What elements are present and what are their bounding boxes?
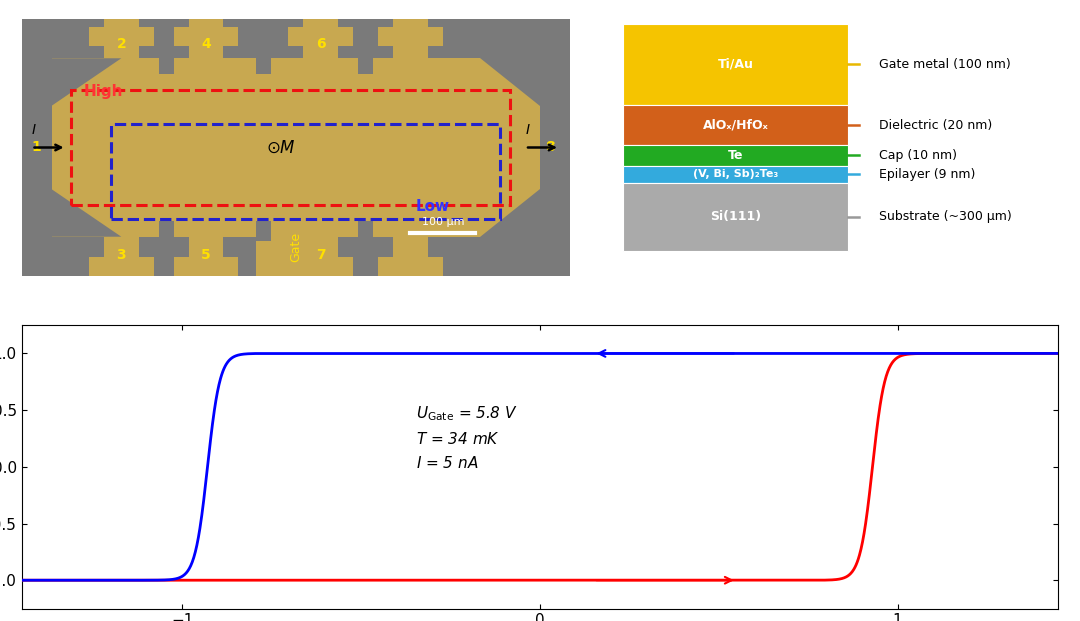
Bar — [89, 27, 153, 47]
Text: Gate metal (100 nm): Gate metal (100 nm) — [879, 58, 1011, 71]
Text: 6: 6 — [315, 37, 325, 52]
Bar — [256, 54, 271, 74]
Text: AlOₓ/HfOₓ: AlOₓ/HfOₓ — [702, 119, 768, 132]
Bar — [378, 27, 443, 47]
Text: Cap (10 nm): Cap (10 nm) — [879, 149, 957, 162]
Bar — [623, 166, 848, 183]
Bar — [174, 256, 239, 276]
Text: $I$: $I$ — [525, 122, 530, 137]
Bar — [159, 221, 174, 241]
Text: 100 μm: 100 μm — [421, 217, 464, 227]
Text: Epilayer (9 nm): Epilayer (9 nm) — [879, 168, 975, 181]
Bar — [378, 256, 443, 276]
Text: 1: 1 — [31, 140, 41, 155]
Text: Ti/Au: Ti/Au — [717, 58, 754, 71]
Bar — [52, 58, 540, 237]
Bar — [623, 105, 848, 145]
Text: 8: 8 — [545, 140, 555, 155]
Bar — [256, 237, 336, 276]
Text: High: High — [84, 84, 123, 99]
Text: (V, Bi, Sb)₂Te₃: (V, Bi, Sb)₂Te₃ — [692, 170, 778, 179]
Bar — [71, 90, 510, 205]
Bar — [359, 54, 373, 74]
Bar — [159, 54, 174, 74]
Text: 4: 4 — [201, 37, 211, 52]
Bar — [393, 19, 428, 58]
Text: Te: Te — [728, 149, 743, 162]
Text: Gate: Gate — [289, 232, 302, 261]
Text: 2: 2 — [117, 37, 126, 52]
Bar — [189, 237, 224, 276]
Text: 3: 3 — [117, 248, 126, 261]
Bar — [288, 256, 353, 276]
Bar — [104, 19, 138, 58]
Text: $\odot$$M$: $\odot$$M$ — [266, 138, 296, 156]
Text: 7: 7 — [315, 248, 325, 261]
Bar — [89, 256, 153, 276]
Bar — [623, 183, 848, 251]
Bar — [256, 221, 271, 241]
Polygon shape — [481, 58, 540, 106]
Bar — [303, 19, 338, 58]
Text: $I$: $I$ — [30, 122, 37, 137]
Bar — [111, 124, 500, 219]
Text: Substrate (~300 μm): Substrate (~300 μm) — [879, 211, 1012, 224]
Bar — [174, 27, 239, 47]
Text: Dielectric (20 nm): Dielectric (20 nm) — [879, 119, 993, 132]
Bar — [189, 19, 224, 58]
Polygon shape — [52, 58, 121, 106]
Text: $U_{\mathrm{Gate}}$ = 5.8 V
$T$ = 34 mK
$I$ = 5 nA: $U_{\mathrm{Gate}}$ = 5.8 V $T$ = 34 mK … — [416, 404, 517, 471]
Text: Si(111): Si(111) — [710, 211, 761, 224]
Polygon shape — [481, 189, 540, 237]
Bar — [393, 237, 428, 276]
Bar — [104, 237, 138, 276]
Text: 5: 5 — [201, 248, 211, 261]
Bar — [623, 145, 848, 166]
Text: Low: Low — [416, 199, 449, 214]
Bar — [288, 27, 353, 47]
Bar — [359, 221, 373, 241]
Bar — [303, 237, 338, 276]
Bar — [623, 24, 848, 105]
Polygon shape — [52, 189, 121, 237]
